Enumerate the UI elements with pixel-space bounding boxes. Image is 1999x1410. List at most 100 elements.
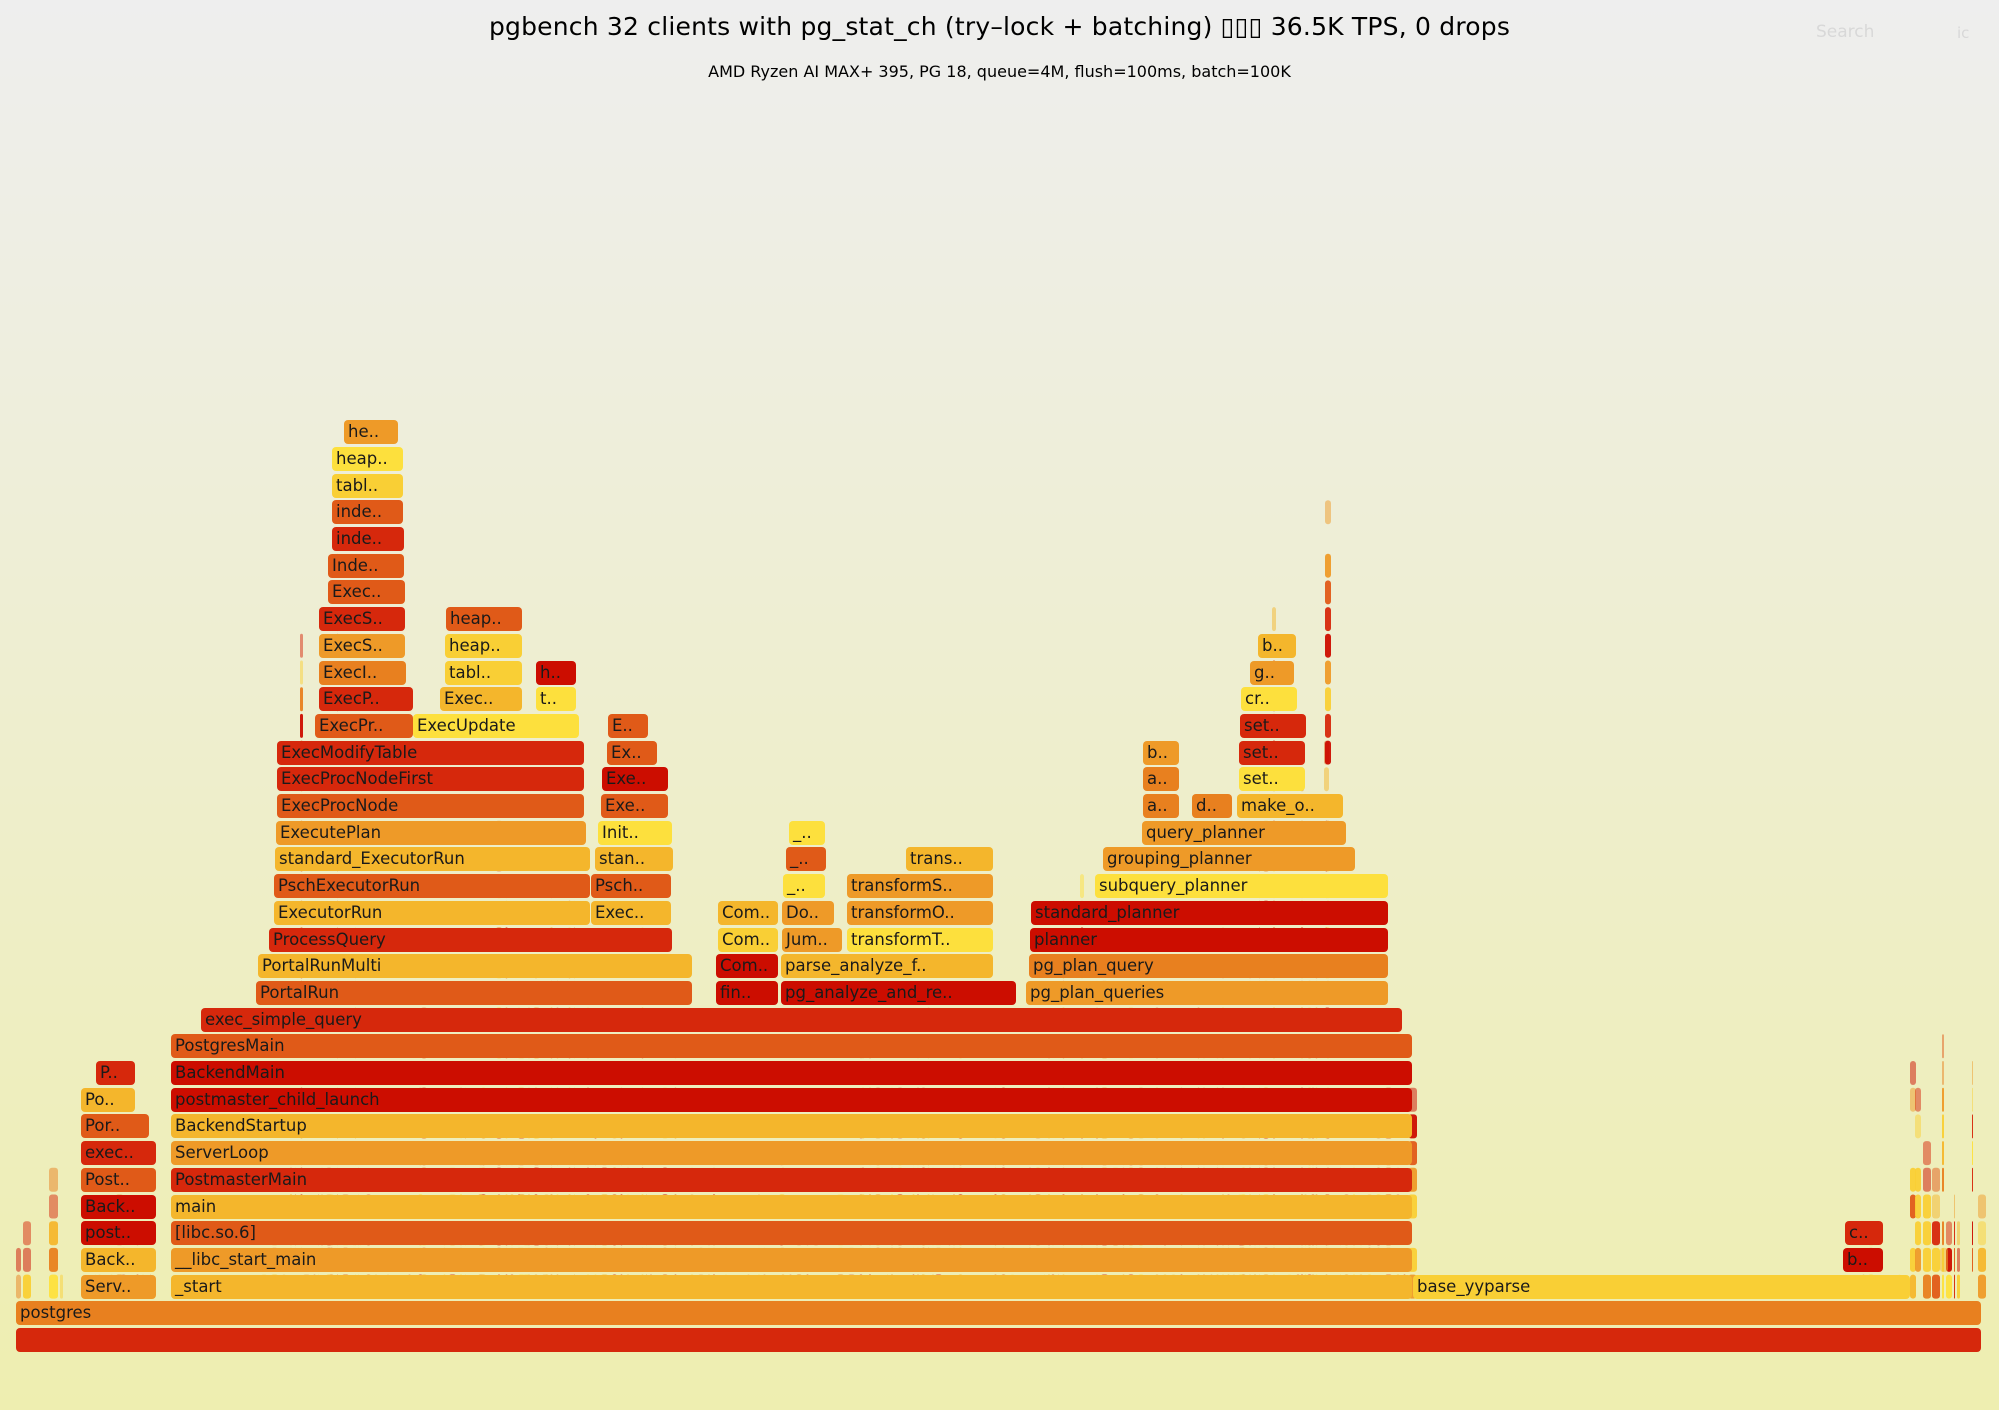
flame-frame[interactable]: b.. <box>1258 633 1296 658</box>
flame-frame[interactable]: _.. <box>786 847 826 872</box>
flame-frame[interactable]: standard_planner <box>1031 900 1388 925</box>
flame-frame[interactable]: inde.. <box>332 500 403 525</box>
flame-frame[interactable]: base_yyparse <box>1413 1274 1910 1299</box>
flame-frame[interactable]: b.. <box>1143 740 1179 765</box>
flame-frame[interactable]: tabl.. <box>332 473 403 498</box>
flame-frame[interactable]: ExecProcNodeFirst <box>277 767 584 792</box>
flame-frame[interactable]: Exec.. <box>328 580 405 605</box>
flame-frame[interactable]: Com.. <box>718 900 778 925</box>
flame-frame[interactable]: Exe.. <box>602 767 668 792</box>
flame-frame[interactable]: ExecP.. <box>319 687 413 712</box>
flame-frame[interactable]: fin.. <box>716 980 778 1005</box>
flame-frame[interactable]: h.. <box>536 660 576 685</box>
flame-frame[interactable]: postmaster_child_launch <box>171 1087 1412 1112</box>
chart-title: pgbench 32 clients with pg_stat_ch (try–… <box>488 12 1511 41</box>
flame-frame[interactable]: pg_plan_query <box>1029 954 1388 979</box>
flame-frame[interactable]: set.. <box>1239 740 1305 765</box>
flame-frame[interactable]: Exec.. <box>591 900 671 925</box>
flame-frame[interactable]: pg_plan_queries <box>1026 980 1388 1005</box>
ignore-case-toggle[interactable]: ic <box>1957 24 1970 42</box>
flame-frame[interactable]: cr.. <box>1241 687 1297 712</box>
flame-frame[interactable]: PschExecutorRun <box>274 874 590 899</box>
flame-frame[interactable]: a.. <box>1143 794 1179 818</box>
flame-frame[interactable]: [libc.so.6] <box>171 1221 1412 1246</box>
flame-frame[interactable]: E.. <box>608 713 648 738</box>
flame-frame[interactable]: post.. <box>81 1221 156 1246</box>
flame-frame[interactable]: pg_analyze_and_re.. <box>781 980 1016 1005</box>
flame-frame[interactable]: Back.. <box>81 1247 156 1272</box>
flame-frame[interactable]: P.. <box>96 1061 135 1085</box>
flame-frame[interactable]: ExecutePlan <box>276 820 586 845</box>
flame-frame[interactable]: Jum.. <box>782 927 842 952</box>
flame-frame[interactable]: c.. <box>1845 1221 1883 1246</box>
flame-frame[interactable]: PostmasterMain <box>171 1167 1412 1192</box>
flame-frame[interactable]: t.. <box>536 687 576 712</box>
flame-frame[interactable]: ExecS.. <box>319 633 405 658</box>
flame-frame[interactable]: Com.. <box>718 927 778 952</box>
flame-frame[interactable]: g.. <box>1250 660 1294 685</box>
flame-frame[interactable]: ExecUpdate <box>413 713 579 738</box>
flame-frame[interactable]: Serv.. <box>81 1274 156 1299</box>
flame-frame[interactable]: a.. <box>1143 767 1179 792</box>
flame-frame[interactable]: grouping_planner <box>1103 847 1355 872</box>
flame-frame[interactable]: subquery_planner <box>1095 874 1388 899</box>
flame-frame[interactable]: ProcessQuery <box>269 927 672 952</box>
flame-frame[interactable]: Psch.. <box>591 874 671 899</box>
flame-frame[interactable]: Por.. <box>81 1114 149 1139</box>
flame-frame[interactable]: _start <box>171 1274 1412 1299</box>
flame-frame[interactable] <box>16 1328 1981 1352</box>
flame-frame[interactable]: Post.. <box>81 1167 156 1192</box>
flame-frame[interactable]: exec.. <box>81 1141 156 1166</box>
flame-frame[interactable]: standard_ExecutorRun <box>275 847 590 872</box>
flame-frame[interactable]: tabl.. <box>445 660 522 685</box>
flame-frame[interactable]: b.. <box>1843 1247 1883 1272</box>
flame-frame[interactable]: transformO.. <box>847 900 993 925</box>
flame-frame[interactable]: postgres <box>16 1301 1981 1326</box>
flame-frame[interactable]: BackendStartup <box>171 1114 1412 1139</box>
search-button[interactable]: Search <box>1816 22 1875 42</box>
flame-frame[interactable]: PortalRun <box>256 980 692 1005</box>
flame-frame[interactable]: BackendMain <box>171 1061 1412 1085</box>
flame-frame[interactable]: transformS.. <box>847 874 993 899</box>
flame-frame[interactable]: exec_simple_query <box>201 1007 1402 1032</box>
flame-frame[interactable]: Init.. <box>598 820 672 845</box>
flame-frame[interactable]: ExecPr.. <box>315 713 413 738</box>
flame-frame[interactable]: PortalRunMulti <box>258 954 692 979</box>
flame-frame[interactable]: Exec.. <box>440 687 522 712</box>
flame-frame[interactable]: _.. <box>789 820 825 845</box>
flame-frame[interactable]: parse_analyze_f.. <box>781 954 993 979</box>
flame-frame[interactable]: Inde.. <box>328 553 404 578</box>
flame-frame[interactable]: Ex.. <box>607 740 657 765</box>
flame-frame[interactable]: inde.. <box>332 527 404 551</box>
flame-frame[interactable]: main <box>171 1194 1412 1219</box>
flame-frame[interactable]: ExecI.. <box>319 660 406 685</box>
chart-subtitle: AMD Ryzen AI MAX+ 395, PG 18, queue=4M, … <box>708 62 1291 81</box>
flame-frame[interactable]: PostgresMain <box>171 1034 1412 1059</box>
flame-frame[interactable]: __libc_start_main <box>171 1247 1412 1272</box>
flame-frame[interactable]: stan.. <box>595 847 673 872</box>
flame-frame[interactable]: he.. <box>344 420 398 445</box>
flame-frame[interactable]: query_planner <box>1142 820 1346 845</box>
flame-frame[interactable]: trans.. <box>906 847 993 872</box>
flame-frame[interactable]: Do.. <box>782 900 834 925</box>
flame-frame[interactable]: Po.. <box>81 1087 135 1112</box>
flame-frame[interactable]: ExecutorRun <box>274 900 590 925</box>
flame-frame[interactable]: Back.. <box>81 1194 156 1219</box>
flame-frame[interactable]: Exe.. <box>601 794 668 818</box>
flame-frame[interactable]: set.. <box>1240 713 1306 738</box>
flame-frame[interactable]: ServerLoop <box>171 1141 1412 1166</box>
flame-frame[interactable]: transformT.. <box>847 927 993 952</box>
flame-frame[interactable]: planner <box>1030 927 1388 952</box>
flame-frame[interactable]: heap.. <box>446 607 522 632</box>
flame-frame[interactable]: make_o.. <box>1237 794 1343 818</box>
flame-frame[interactable]: heap.. <box>332 446 403 471</box>
flame-frame[interactable]: ExecProcNode <box>277 794 584 818</box>
flame-frame[interactable]: set.. <box>1239 767 1305 792</box>
flame-frame[interactable]: heap.. <box>445 633 522 658</box>
flame-frame[interactable]: ExecS.. <box>319 607 405 632</box>
flame-frame[interactable]: _.. <box>783 874 825 899</box>
flame-frame[interactable]: Com.. <box>716 954 778 979</box>
flame-frame[interactable]: ExecModifyTable <box>277 740 584 765</box>
flame-frame[interactable]: d.. <box>1192 794 1232 818</box>
